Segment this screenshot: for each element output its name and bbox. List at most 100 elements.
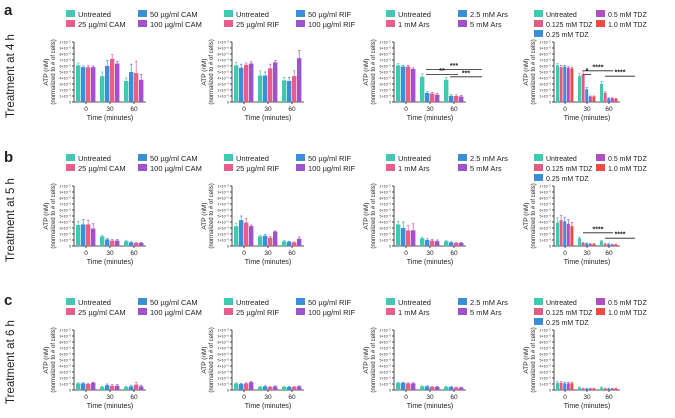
legend-label: 50 µg/ml CAM — [150, 10, 198, 19]
legend-swatch — [138, 308, 147, 315]
y-tick-label: 2×10⁻⁶ — [380, 89, 392, 93]
legend-swatch — [534, 308, 543, 315]
bar — [263, 386, 268, 390]
bar — [607, 244, 611, 246]
y-tick-label: 5×10⁻⁶ — [540, 215, 552, 219]
bar — [86, 224, 91, 246]
chart-c1: Untreated 50 µg/ml CAM 25 µg/ml CAM 100 µg/… — [43, 298, 202, 410]
bar — [430, 387, 435, 390]
bar — [234, 226, 239, 246]
legend-label: 1 mM Ars — [398, 20, 430, 29]
bar — [292, 242, 297, 246]
bar — [444, 241, 449, 246]
y-axis-label-2: (normalized to # of cells) — [51, 183, 57, 248]
legend-label: 100 µg/ml CAM — [150, 164, 202, 173]
y-tick-label: 1×10⁻⁵ — [380, 185, 392, 189]
row-c-label: Treatment at 6 h — [5, 320, 17, 404]
chart-a2: Untreated 50 µg/ml RIF 25 µg/ml RIF 100 µg/… — [201, 10, 356, 122]
y-tick-label: 1×10⁻⁶ — [540, 95, 552, 99]
bar — [234, 383, 239, 390]
legend-label: 0.5 mM TDZ — [608, 12, 647, 19]
legend-label: Untreated — [546, 12, 577, 19]
y-axis-label-2: (normalized to # of cells) — [209, 327, 215, 392]
y-tick-label: 5×10⁻⁶ — [218, 215, 230, 219]
y-tick-label: 0 — [389, 245, 391, 249]
legend-label: 100 µg/ml RIF — [308, 20, 356, 29]
y-tick-label: 1×10⁻⁵ — [218, 41, 230, 45]
legend-label: 25 µg/ml RIF — [236, 164, 279, 173]
y-tick-label: 1×10⁻⁵ — [540, 185, 552, 189]
y-tick-label: 6×10⁻⁶ — [380, 209, 392, 213]
legend-swatch — [138, 10, 147, 17]
y-tick-label: 4×10⁻⁶ — [60, 365, 72, 369]
y-tick-label: 8×10⁻⁶ — [540, 53, 552, 57]
bar — [244, 222, 249, 246]
y-tick-label: 7×10⁻⁶ — [60, 203, 72, 207]
legend-swatch — [296, 154, 305, 161]
x-axis-label: Time (minutes) — [564, 403, 610, 410]
legend-swatch — [66, 154, 75, 161]
y-tick-label: 7×10⁻⁶ — [218, 59, 230, 63]
chart-a3: Untreated 2.5 mM Ars 1 mM Ars 5 mM Ars 0 1×10… — [363, 10, 508, 122]
bar — [600, 387, 603, 390]
y-tick-label: 9×10⁻⁶ — [380, 335, 392, 339]
bar — [258, 75, 263, 102]
bar — [239, 67, 244, 102]
y-tick-label: 8×10⁻⁶ — [380, 341, 392, 345]
row-a-letter: a — [4, 2, 13, 19]
bar — [263, 235, 268, 246]
y-tick-label: 2×10⁻⁶ — [218, 377, 230, 381]
bar — [600, 241, 603, 246]
y-axis-label: ATP (nM) — [43, 58, 50, 85]
y-tick-label: 8×10⁻⁶ — [380, 53, 392, 57]
y-tick-label: 3×10⁻⁶ — [540, 227, 552, 231]
y-tick-label: 0 — [227, 389, 229, 393]
y-tick-label: 1×10⁻⁵ — [60, 329, 72, 333]
bar — [581, 243, 585, 246]
legend-label: 0.125 mM TDZ — [546, 166, 593, 173]
legend-label: Untreated — [78, 154, 111, 163]
legend-swatch — [296, 10, 305, 17]
row-b-label: Treatment at 5 h — [5, 178, 17, 262]
bar — [454, 243, 459, 246]
bar — [449, 96, 454, 102]
bar — [124, 81, 129, 102]
y-tick-label: 5×10⁻⁶ — [380, 215, 392, 219]
y-tick-label: 9×10⁻⁶ — [540, 191, 552, 195]
x-axis-label: Time (minutes) — [564, 259, 610, 266]
bar — [411, 69, 416, 102]
y-tick-label: 2×10⁻⁶ — [218, 89, 230, 93]
y-tick-label: 7×10⁻⁶ — [380, 347, 392, 351]
y-tick-label: 5×10⁻⁶ — [380, 71, 392, 75]
y-tick-label: 8×10⁻⁶ — [380, 197, 392, 201]
bar — [425, 93, 430, 102]
y-tick-label: 6×10⁻⁶ — [380, 353, 392, 357]
x-tick-label: 60 — [130, 250, 138, 257]
y-tick-label: 9×10⁻⁶ — [380, 47, 392, 51]
y-tick-label: 9×10⁻⁶ — [60, 47, 72, 51]
y-tick-label: 7×10⁻⁶ — [540, 59, 552, 63]
x-tick-label: 30 — [106, 394, 114, 401]
legend-label: 25 µg/ml RIF — [236, 20, 279, 29]
x-tick-label: 60 — [288, 250, 296, 257]
x-tick-label: 60 — [288, 106, 296, 113]
bar — [459, 387, 464, 390]
y-tick-label: 9×10⁻⁶ — [540, 47, 552, 51]
y-tick-label: 0 — [227, 101, 229, 105]
bar — [406, 230, 411, 246]
legend-label: 0.25 mM TDZ — [546, 176, 589, 183]
x-tick-label: 30 — [426, 106, 434, 113]
legend-label: 25 µg/ml CAM — [78, 308, 126, 317]
y-tick-label: 8×10⁻⁶ — [218, 341, 230, 345]
bar — [566, 383, 570, 390]
bar — [592, 96, 596, 102]
bar — [401, 228, 406, 246]
bar — [449, 242, 454, 246]
bar — [268, 387, 273, 390]
y-tick-label: 0 — [227, 245, 229, 249]
bar — [566, 223, 570, 246]
bar — [420, 238, 425, 246]
y-tick-label: 0 — [549, 101, 551, 105]
bar — [115, 385, 120, 390]
x-axis-label: Time (minutes) — [245, 403, 291, 410]
